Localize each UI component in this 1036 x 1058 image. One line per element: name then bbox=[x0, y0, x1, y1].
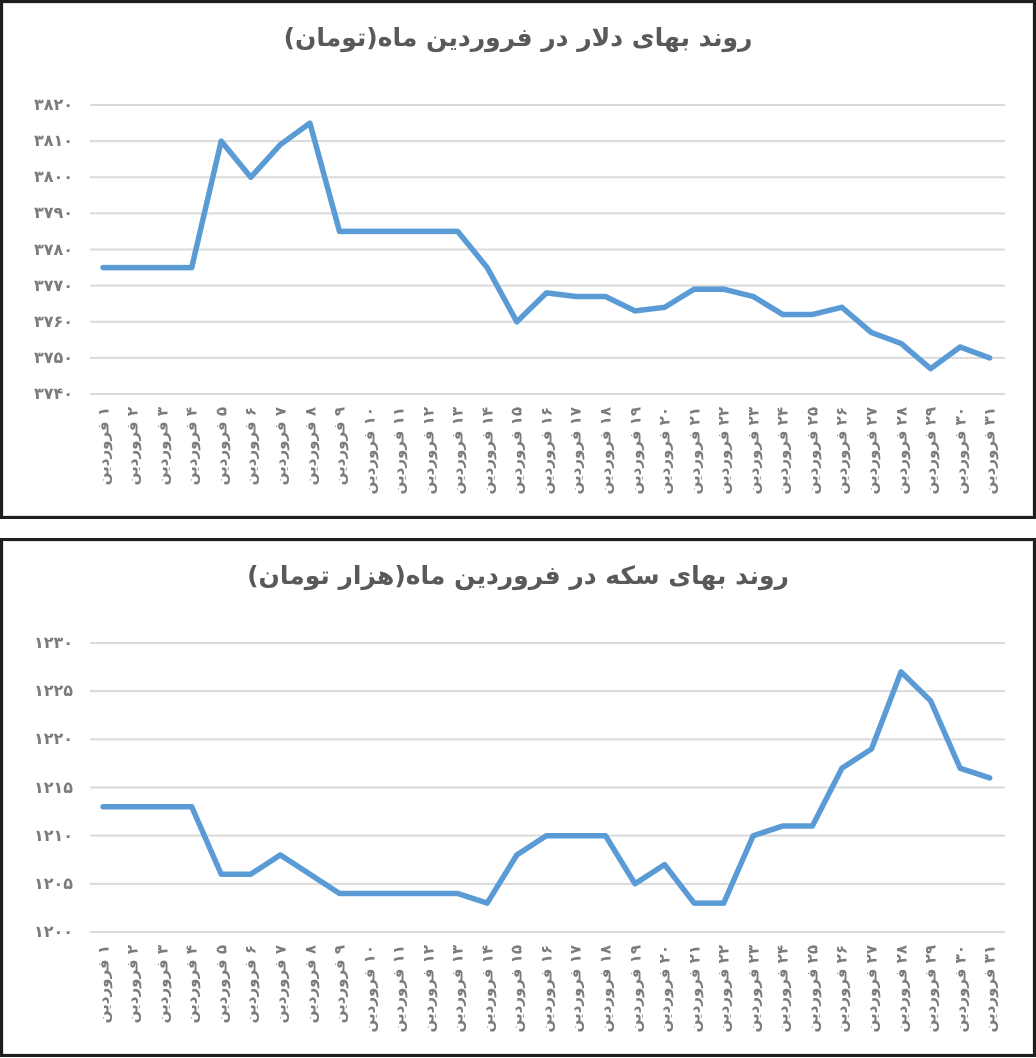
gridlines bbox=[90, 104, 1005, 395]
price-line-series bbox=[100, 669, 993, 906]
x-axis-day-label: ۵ فروردین bbox=[212, 945, 231, 1024]
coin-price-chart-panel: روند بهای سکه در فروردین ماه(هزار تومان)… bbox=[0, 538, 1036, 1057]
coin-chart-title: روند بهای سکه در فروردین ماه(هزار تومان) bbox=[247, 561, 789, 590]
x-axis-day-label: ۲۱ فروردین bbox=[685, 945, 704, 1033]
x-axis-day-label: ۲۳ فروردین bbox=[744, 407, 763, 495]
x-axis-day-label: ۳۱ فروردین bbox=[980, 407, 999, 495]
x-axis-day-label: ۶ فروردین bbox=[241, 945, 260, 1024]
x-axis-day-label: ۴ فروردین bbox=[182, 407, 201, 486]
x-axis-day-label: ۲۶ فروردین bbox=[832, 945, 851, 1033]
x-axis-day-label: ۱ فروردین bbox=[94, 945, 112, 1024]
x-axis-day-label: ۳ فروردین bbox=[153, 407, 172, 486]
x-axis-day-label: ۱۶ فروردین bbox=[537, 945, 556, 1033]
x-axis-day-label: ۶ فروردین bbox=[241, 407, 260, 486]
x-axis-day-label: ۱۰ فروردین bbox=[360, 945, 379, 1033]
x-axis-day-label: ۱۳ فروردین bbox=[448, 945, 467, 1033]
x-axis-day-label: ۱۷ فروردین bbox=[566, 945, 585, 1033]
x-axis-day-label: ۴ فروردین bbox=[182, 945, 201, 1024]
x-axis-day-label: ۱۲ فروردین bbox=[419, 407, 438, 495]
y-axis-tick-label: ۱۲۲۵ bbox=[33, 681, 73, 701]
y-axis-tick-label: ۱۲۱۰ bbox=[33, 825, 73, 845]
y-axis-tick-label: ۳۸۱۰ bbox=[33, 131, 73, 151]
y-axis-tick-label: ۱۲۰۵ bbox=[33, 873, 73, 893]
line-chart-canvas bbox=[90, 104, 1005, 395]
y-axis-tick-label: ۳۷۷۰ bbox=[33, 275, 73, 295]
x-axis-day-label: ۱۹ فروردین bbox=[626, 945, 645, 1033]
x-axis-day-label: ۲۰ فروردین bbox=[655, 945, 674, 1033]
x-axis-day-label: ۷ فروردین bbox=[271, 945, 290, 1024]
dollar-chart-title: روند بهای دلار در فروردین ماه(تومان) bbox=[283, 23, 753, 52]
x-axis-day-label: ۱۵ فروردین bbox=[507, 945, 526, 1033]
y-axis-tick-label: ۳۷۹۰ bbox=[33, 203, 73, 223]
x-axis-day-label: ۲ فروردین bbox=[123, 945, 142, 1024]
x-axis-day-label: ۳ فروردین bbox=[153, 945, 172, 1024]
y-axis-tick-label: ۳۷۸۰ bbox=[33, 239, 73, 259]
x-axis-day-label: ۹ فروردین bbox=[330, 407, 349, 486]
gridlines bbox=[90, 642, 1005, 933]
x-axis-day-label: ۸ فروردین bbox=[300, 945, 319, 1024]
x-axis-day-label: ۳۱ فروردین bbox=[980, 945, 999, 1033]
y-axis-tick-label: ۳۷۶۰ bbox=[33, 311, 73, 331]
y-axis-tick-label: ۳۷۴۰ bbox=[33, 384, 73, 403]
x-axis-day-label: ۱۵ فروردین bbox=[507, 407, 526, 495]
x-axis-day-label: ۱۲ فروردین bbox=[419, 945, 438, 1033]
x-axis-day-label: ۱۰ فروردین bbox=[360, 407, 379, 495]
x-axis-day-label: ۱۸ فروردین bbox=[596, 407, 615, 495]
x-axis-day-label: ۲۵ فروردین bbox=[803, 407, 822, 495]
x-axis-day-label: ۲۷ فروردین bbox=[862, 407, 881, 495]
x-axis-day-label: ۱۱ فروردین bbox=[389, 945, 408, 1033]
x-axis-day-label: ۲ فروردین bbox=[123, 407, 142, 486]
x-axis-day-label: ۱۴ فروردین bbox=[478, 945, 497, 1033]
x-axis-day-label: ۹ فروردین bbox=[330, 945, 349, 1024]
x-axis-day-label: ۲۳ فروردین bbox=[744, 945, 763, 1033]
x-axis-day-label: ۳۰ فروردین bbox=[951, 945, 970, 1033]
x-axis-day-label: ۱۱ فروردین bbox=[389, 407, 408, 495]
x-axis-day-label: ۱۸ فروردین bbox=[596, 945, 615, 1033]
x-axis-day-label: ۲۰ فروردین bbox=[655, 407, 674, 495]
x-axis-day-label: ۵ فروردین bbox=[212, 407, 231, 486]
x-axis-day-label: ۲۴ فروردین bbox=[773, 407, 792, 495]
price-line-series bbox=[100, 120, 993, 372]
x-axis-day-label: ۲۱ فروردین bbox=[685, 407, 704, 495]
x-axis-day-label: ۲۲ فروردین bbox=[714, 407, 733, 495]
x-axis-day-label: ۷ فروردین bbox=[271, 407, 290, 486]
x-axis-day-label: ۱۷ فروردین bbox=[566, 407, 585, 495]
x-axis-day-label: ۲۸ فروردین bbox=[892, 945, 911, 1033]
x-axis-day-label: ۱۹ فروردین bbox=[626, 407, 645, 495]
x-axis-day-label: ۱۶ فروردین bbox=[537, 407, 556, 495]
x-axis-day-label: ۱۳ فروردین bbox=[448, 407, 467, 495]
x-axis-day-label: ۲۹ فروردین bbox=[921, 407, 940, 495]
y-axis-tick-label: ۳۷۵۰ bbox=[33, 347, 73, 367]
x-axis-day-label: ۲۶ فروردین bbox=[832, 407, 851, 495]
y-axis-tick-label: ۱۲۲۰ bbox=[33, 729, 73, 749]
x-axis-day-label: ۲۹ فروردین bbox=[921, 945, 940, 1033]
y-axis-tick-label: ۱۲۱۵ bbox=[33, 777, 73, 797]
line-chart-canvas bbox=[90, 642, 1005, 933]
y-axis-tick-label: ۱۲۰۰ bbox=[33, 922, 73, 941]
x-axis-day-label: ۱۴ فروردین bbox=[478, 407, 497, 495]
x-axis-day-label: ۲۲ فروردین bbox=[714, 945, 733, 1033]
y-axis-tick-label: ۳۸۲۰ bbox=[33, 95, 73, 114]
y-axis-tick-label: ۱۲۳۰ bbox=[33, 633, 73, 652]
x-axis-day-label: ۳۰ فروردین bbox=[951, 407, 970, 495]
x-axis-day-label: ۲۴ فروردین bbox=[773, 945, 792, 1033]
x-axis-day-label: ۲۵ فروردین bbox=[803, 945, 822, 1033]
dollar-price-chart-panel: روند بهای دلار در فروردین ماه(تومان) ۳۸۲… bbox=[0, 0, 1036, 519]
x-axis-day-label: ۱ فروردین bbox=[94, 407, 112, 486]
x-axis-day-label: ۲۷ فروردین bbox=[862, 945, 881, 1033]
x-axis-day-label: ۸ فروردین bbox=[300, 407, 319, 486]
x-axis-day-label: ۲۸ فروردین bbox=[892, 407, 911, 495]
y-axis-tick-label: ۳۸۰۰ bbox=[33, 167, 73, 187]
